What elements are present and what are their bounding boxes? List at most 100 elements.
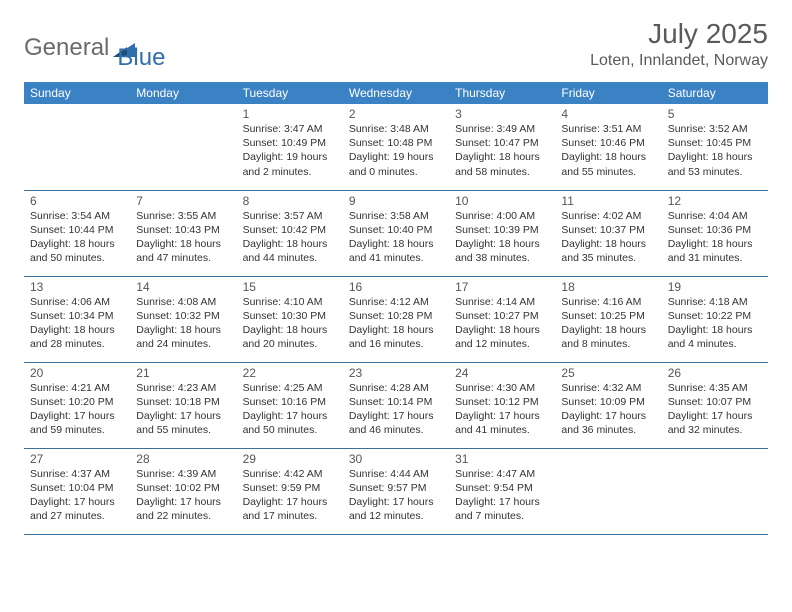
day-info: Sunrise: 4:08 AMSunset: 10:32 PMDaylight…: [136, 295, 230, 352]
day-info: Sunrise: 4:18 AMSunset: 10:22 PMDaylight…: [668, 295, 762, 352]
day-info: Sunrise: 4:10 AMSunset: 10:30 PMDaylight…: [243, 295, 337, 352]
day-info: Sunrise: 4:32 AMSunset: 10:09 PMDaylight…: [561, 381, 655, 438]
day-number: 14: [136, 280, 230, 294]
day-number: 24: [455, 366, 549, 380]
day-number: 10: [455, 194, 549, 208]
calendar-week-row: 6Sunrise: 3:54 AMSunset: 10:44 PMDayligh…: [24, 190, 768, 276]
calendar-day-cell: 12Sunrise: 4:04 AMSunset: 10:36 PMDaylig…: [662, 190, 768, 276]
day-number: 26: [668, 366, 762, 380]
day-info: Sunrise: 4:39 AMSunset: 10:02 PMDaylight…: [136, 467, 230, 524]
day-number: 17: [455, 280, 549, 294]
calendar-day-cell: 4Sunrise: 3:51 AMSunset: 10:46 PMDayligh…: [555, 104, 661, 190]
calendar-week-row: 27Sunrise: 4:37 AMSunset: 10:04 PMDaylig…: [24, 448, 768, 534]
day-number: 28: [136, 452, 230, 466]
calendar-day-cell: 19Sunrise: 4:18 AMSunset: 10:22 PMDaylig…: [662, 276, 768, 362]
calendar-empty-cell: [662, 448, 768, 534]
calendar-day-cell: 14Sunrise: 4:08 AMSunset: 10:32 PMDaylig…: [130, 276, 236, 362]
day-info: Sunrise: 4:44 AMSunset: 9:57 PMDaylight:…: [349, 467, 443, 524]
calendar-day-cell: 5Sunrise: 3:52 AMSunset: 10:45 PMDayligh…: [662, 104, 768, 190]
calendar-day-cell: 7Sunrise: 3:55 AMSunset: 10:43 PMDayligh…: [130, 190, 236, 276]
day-info: Sunrise: 4:16 AMSunset: 10:25 PMDaylight…: [561, 295, 655, 352]
day-number: 8: [243, 194, 337, 208]
calendar-day-cell: 13Sunrise: 4:06 AMSunset: 10:34 PMDaylig…: [24, 276, 130, 362]
day-info: Sunrise: 3:57 AMSunset: 10:42 PMDaylight…: [243, 209, 337, 266]
day-info: Sunrise: 3:52 AMSunset: 10:45 PMDaylight…: [668, 122, 762, 179]
header: General Blue July 2025 Loten, Innlandet,…: [24, 18, 768, 72]
day-header: Thursday: [449, 82, 555, 104]
day-info: Sunrise: 4:47 AMSunset: 9:54 PMDaylight:…: [455, 467, 549, 524]
day-info: Sunrise: 4:35 AMSunset: 10:07 PMDaylight…: [668, 381, 762, 438]
calendar-table: SundayMondayTuesdayWednesdayThursdayFrid…: [24, 82, 768, 535]
day-info: Sunrise: 4:21 AMSunset: 10:20 PMDaylight…: [30, 381, 124, 438]
location: Loten, Innlandet, Norway: [590, 52, 768, 70]
calendar-day-cell: 11Sunrise: 4:02 AMSunset: 10:37 PMDaylig…: [555, 190, 661, 276]
calendar-week-row: 1Sunrise: 3:47 AMSunset: 10:49 PMDayligh…: [24, 104, 768, 190]
day-number: 29: [243, 452, 337, 466]
day-info: Sunrise: 4:00 AMSunset: 10:39 PMDaylight…: [455, 209, 549, 266]
day-number: 20: [30, 366, 124, 380]
calendar-day-cell: 10Sunrise: 4:00 AMSunset: 10:39 PMDaylig…: [449, 190, 555, 276]
title-block: July 2025 Loten, Innlandet, Norway: [590, 18, 768, 70]
day-number: 4: [561, 107, 655, 121]
day-number: 12: [668, 194, 762, 208]
calendar-day-cell: 24Sunrise: 4:30 AMSunset: 10:12 PMDaylig…: [449, 362, 555, 448]
day-number: 13: [30, 280, 124, 294]
day-info: Sunrise: 4:14 AMSunset: 10:27 PMDaylight…: [455, 295, 549, 352]
day-number: 2: [349, 107, 443, 121]
calendar-day-cell: 18Sunrise: 4:16 AMSunset: 10:25 PMDaylig…: [555, 276, 661, 362]
day-header: Sunday: [24, 82, 130, 104]
day-number: 9: [349, 194, 443, 208]
day-info: Sunrise: 4:30 AMSunset: 10:12 PMDaylight…: [455, 381, 549, 438]
day-header: Saturday: [662, 82, 768, 104]
day-number: 25: [561, 366, 655, 380]
calendar-day-cell: 3Sunrise: 3:49 AMSunset: 10:47 PMDayligh…: [449, 104, 555, 190]
day-number: 5: [668, 107, 762, 121]
day-number: 15: [243, 280, 337, 294]
day-number: 6: [30, 194, 124, 208]
day-header-row: SundayMondayTuesdayWednesdayThursdayFrid…: [24, 82, 768, 104]
day-info: Sunrise: 4:37 AMSunset: 10:04 PMDaylight…: [30, 467, 124, 524]
day-info: Sunrise: 3:47 AMSunset: 10:49 PMDaylight…: [243, 122, 337, 179]
calendar-week-row: 13Sunrise: 4:06 AMSunset: 10:34 PMDaylig…: [24, 276, 768, 362]
calendar-empty-cell: [130, 104, 236, 190]
day-info: Sunrise: 3:55 AMSunset: 10:43 PMDaylight…: [136, 209, 230, 266]
day-header: Tuesday: [237, 82, 343, 104]
day-info: Sunrise: 4:02 AMSunset: 10:37 PMDaylight…: [561, 209, 655, 266]
day-info: Sunrise: 4:42 AMSunset: 9:59 PMDaylight:…: [243, 467, 337, 524]
day-info: Sunrise: 4:23 AMSunset: 10:18 PMDaylight…: [136, 381, 230, 438]
calendar-day-cell: 8Sunrise: 3:57 AMSunset: 10:42 PMDayligh…: [237, 190, 343, 276]
logo-text-blue: Blue: [117, 24, 165, 72]
calendar-week-row: 20Sunrise: 4:21 AMSunset: 10:20 PMDaylig…: [24, 362, 768, 448]
calendar-day-cell: 21Sunrise: 4:23 AMSunset: 10:18 PMDaylig…: [130, 362, 236, 448]
day-number: 21: [136, 366, 230, 380]
calendar-day-cell: 2Sunrise: 3:48 AMSunset: 10:48 PMDayligh…: [343, 104, 449, 190]
day-info: Sunrise: 3:48 AMSunset: 10:48 PMDaylight…: [349, 122, 443, 179]
day-number: 3: [455, 107, 549, 121]
day-header: Monday: [130, 82, 236, 104]
day-info: Sunrise: 4:28 AMSunset: 10:14 PMDaylight…: [349, 381, 443, 438]
calendar-day-cell: 17Sunrise: 4:14 AMSunset: 10:27 PMDaylig…: [449, 276, 555, 362]
calendar-day-cell: 29Sunrise: 4:42 AMSunset: 9:59 PMDayligh…: [237, 448, 343, 534]
calendar-day-cell: 1Sunrise: 3:47 AMSunset: 10:49 PMDayligh…: [237, 104, 343, 190]
day-info: Sunrise: 3:49 AMSunset: 10:47 PMDaylight…: [455, 122, 549, 179]
day-number: 22: [243, 366, 337, 380]
day-number: 7: [136, 194, 230, 208]
day-number: 18: [561, 280, 655, 294]
day-number: 16: [349, 280, 443, 294]
calendar-day-cell: 23Sunrise: 4:28 AMSunset: 10:14 PMDaylig…: [343, 362, 449, 448]
calendar-body: 1Sunrise: 3:47 AMSunset: 10:49 PMDayligh…: [24, 104, 768, 534]
day-info: Sunrise: 4:06 AMSunset: 10:34 PMDaylight…: [30, 295, 124, 352]
day-header: Wednesday: [343, 82, 449, 104]
day-number: 27: [30, 452, 124, 466]
calendar-day-cell: 9Sunrise: 3:58 AMSunset: 10:40 PMDayligh…: [343, 190, 449, 276]
calendar-day-cell: 25Sunrise: 4:32 AMSunset: 10:09 PMDaylig…: [555, 362, 661, 448]
day-number: 31: [455, 452, 549, 466]
logo-text-general: General: [24, 34, 109, 62]
month-title: July 2025: [590, 18, 768, 50]
day-header: Friday: [555, 82, 661, 104]
day-info: Sunrise: 4:25 AMSunset: 10:16 PMDaylight…: [243, 381, 337, 438]
day-number: 1: [243, 107, 337, 121]
calendar-empty-cell: [24, 104, 130, 190]
calendar-day-cell: 15Sunrise: 4:10 AMSunset: 10:30 PMDaylig…: [237, 276, 343, 362]
calendar-day-cell: 16Sunrise: 4:12 AMSunset: 10:28 PMDaylig…: [343, 276, 449, 362]
